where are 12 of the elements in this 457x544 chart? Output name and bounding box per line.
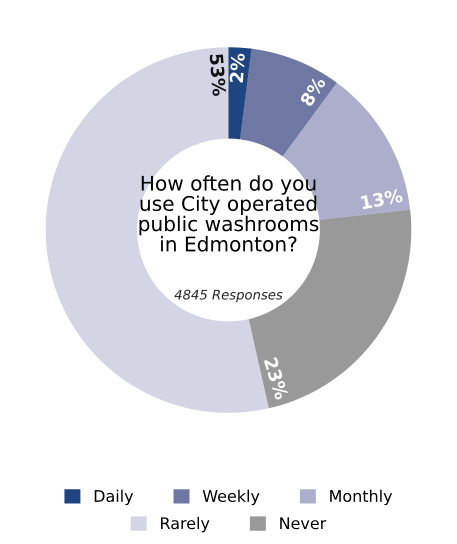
legend-label: Monthly <box>330 490 392 506</box>
legend-label: Daily <box>94 490 134 506</box>
legend-label: Never <box>280 517 326 530</box>
data-label: 13% <box>360 188 404 210</box>
data-label: 23% <box>264 356 289 400</box>
text: 4845 Responses <box>174 290 283 302</box>
data-label: 8% <box>299 75 326 108</box>
text: How often do you use City operated public washrooms in Edmonton? <box>140 175 318 252</box>
data-label: 53% <box>209 54 226 96</box>
legend-label: Rarely <box>161 516 210 532</box>
data-label: 2% <box>229 53 245 83</box>
legend-label: Weekly <box>202 490 260 506</box>
